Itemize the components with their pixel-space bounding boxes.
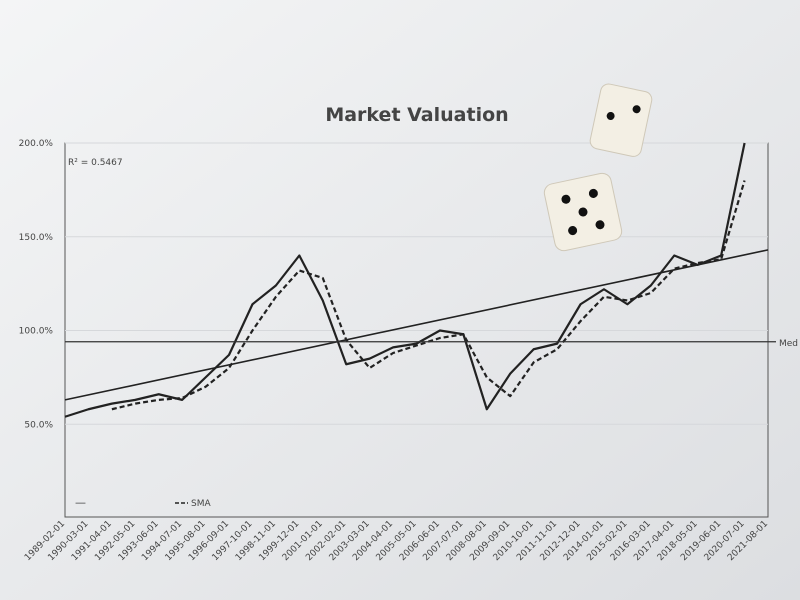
- chart-title: Market Valuation: [325, 104, 508, 126]
- die: [589, 83, 653, 157]
- y-tick-label: 200.0%: [19, 139, 54, 149]
- trend-line: [64, 249, 769, 401]
- y-tick-label: 50.0%: [24, 420, 53, 430]
- y-tick-label: 100.0%: [19, 327, 54, 337]
- legend-label: —: [75, 496, 86, 509]
- annotation: R² = 0.5467: [68, 158, 123, 168]
- y-tick-label: 150.0%: [19, 233, 54, 243]
- median-label: Med: [779, 339, 798, 349]
- series-line: [111, 180, 746, 411]
- die: [543, 172, 623, 252]
- legend-label: SMA: [191, 499, 211, 509]
